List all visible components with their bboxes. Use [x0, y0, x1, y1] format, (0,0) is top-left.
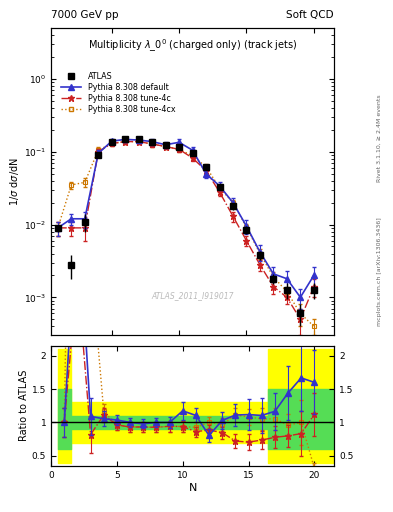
Text: mcplots.cern.ch [arXiv:1306.3436]: mcplots.cern.ch [arXiv:1306.3436] — [377, 217, 382, 326]
Text: ATLAS_2011_I919017: ATLAS_2011_I919017 — [151, 291, 234, 300]
Text: Rivet 3.1.10, ≥ 2.4M events: Rivet 3.1.10, ≥ 2.4M events — [377, 94, 382, 182]
Legend: ATLAS, Pythia 8.308 default, Pythia 8.308 tune-4c, Pythia 8.308 tune-4cx: ATLAS, Pythia 8.308 default, Pythia 8.30… — [58, 69, 178, 118]
Text: Multiplicity $\lambda\_0^0$ (charged only) (track jets): Multiplicity $\lambda\_0^0$ (charged onl… — [88, 37, 298, 54]
Y-axis label: Ratio to ATLAS: Ratio to ATLAS — [19, 370, 29, 441]
Y-axis label: 1/$\sigma$ d$\sigma$/dN: 1/$\sigma$ d$\sigma$/dN — [8, 157, 21, 206]
Text: 7000 GeV pp: 7000 GeV pp — [51, 10, 119, 20]
X-axis label: N: N — [188, 482, 197, 493]
Text: Soft QCD: Soft QCD — [286, 10, 334, 20]
